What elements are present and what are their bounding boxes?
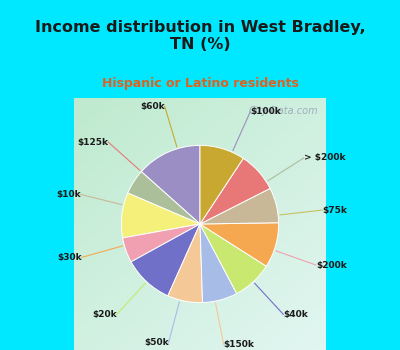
Text: $150k: $150k bbox=[224, 340, 255, 349]
Wedge shape bbox=[200, 158, 270, 224]
Text: $200k: $200k bbox=[316, 260, 347, 270]
Text: Hispanic or Latino residents: Hispanic or Latino residents bbox=[102, 77, 298, 90]
Bar bbox=[18, 98, 34, 350]
Text: $50k: $50k bbox=[144, 338, 168, 347]
Wedge shape bbox=[121, 193, 200, 238]
Text: $10k: $10k bbox=[56, 190, 81, 199]
Wedge shape bbox=[200, 145, 243, 224]
Text: Income distribution in West Bradley,
TN (%): Income distribution in West Bradley, TN … bbox=[35, 20, 365, 52]
Wedge shape bbox=[131, 224, 200, 296]
Wedge shape bbox=[200, 224, 266, 294]
Wedge shape bbox=[168, 224, 202, 303]
Text: $40k: $40k bbox=[283, 310, 308, 319]
Text: $100k: $100k bbox=[250, 107, 281, 116]
Text: > $200k: > $200k bbox=[304, 153, 345, 162]
Text: $75k: $75k bbox=[322, 205, 347, 215]
Text: $30k: $30k bbox=[57, 253, 82, 262]
Text: City-Data.com: City-Data.com bbox=[249, 106, 318, 116]
Wedge shape bbox=[128, 172, 200, 224]
Bar bbox=[366, 98, 382, 350]
Wedge shape bbox=[200, 188, 279, 224]
Wedge shape bbox=[200, 223, 279, 266]
Wedge shape bbox=[200, 224, 237, 303]
Wedge shape bbox=[141, 145, 200, 224]
Text: $60k: $60k bbox=[140, 102, 165, 111]
Text: $20k: $20k bbox=[92, 310, 117, 319]
Text: $125k: $125k bbox=[77, 138, 108, 147]
Wedge shape bbox=[123, 224, 200, 262]
